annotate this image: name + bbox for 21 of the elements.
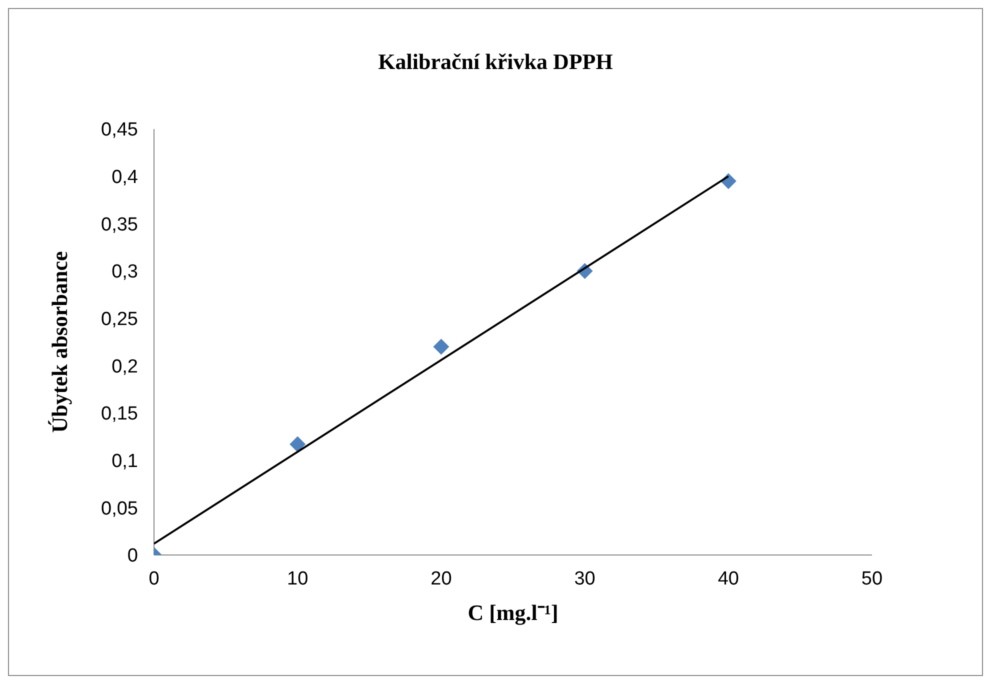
x-tick-label: 20 bbox=[430, 568, 452, 590]
y-tick-label: 0,05 bbox=[101, 498, 138, 520]
y-tick-label: 0,35 bbox=[101, 214, 138, 236]
y-tick-label: 0,2 bbox=[112, 356, 138, 378]
x-tick-label: 0 bbox=[148, 568, 160, 590]
point bbox=[290, 436, 306, 452]
y-tick-label: 0,25 bbox=[101, 309, 138, 330]
y-tick-label: 0,1 bbox=[112, 451, 138, 472]
x-axis-title: C [mg.l⁻¹] bbox=[468, 600, 558, 625]
x-tick-label: 30 bbox=[574, 568, 596, 590]
x-tick-label: 50 bbox=[861, 568, 883, 590]
y-tick-label: 0 bbox=[127, 546, 138, 567]
chart-title: Kalibrační křivka DPPH bbox=[377, 49, 614, 75]
y-tick-label: 0,45 bbox=[101, 120, 138, 141]
y-tick-label: 0,15 bbox=[101, 404, 138, 425]
y-tick-label: 0,4 bbox=[112, 167, 138, 188]
point bbox=[433, 338, 450, 355]
x-tick-label: 40 bbox=[718, 568, 739, 590]
x-tick-label: 10 bbox=[287, 568, 308, 590]
y-tick-label: 0,3 bbox=[112, 262, 138, 283]
y-axis-title: Úbytek absorbance bbox=[46, 251, 72, 433]
